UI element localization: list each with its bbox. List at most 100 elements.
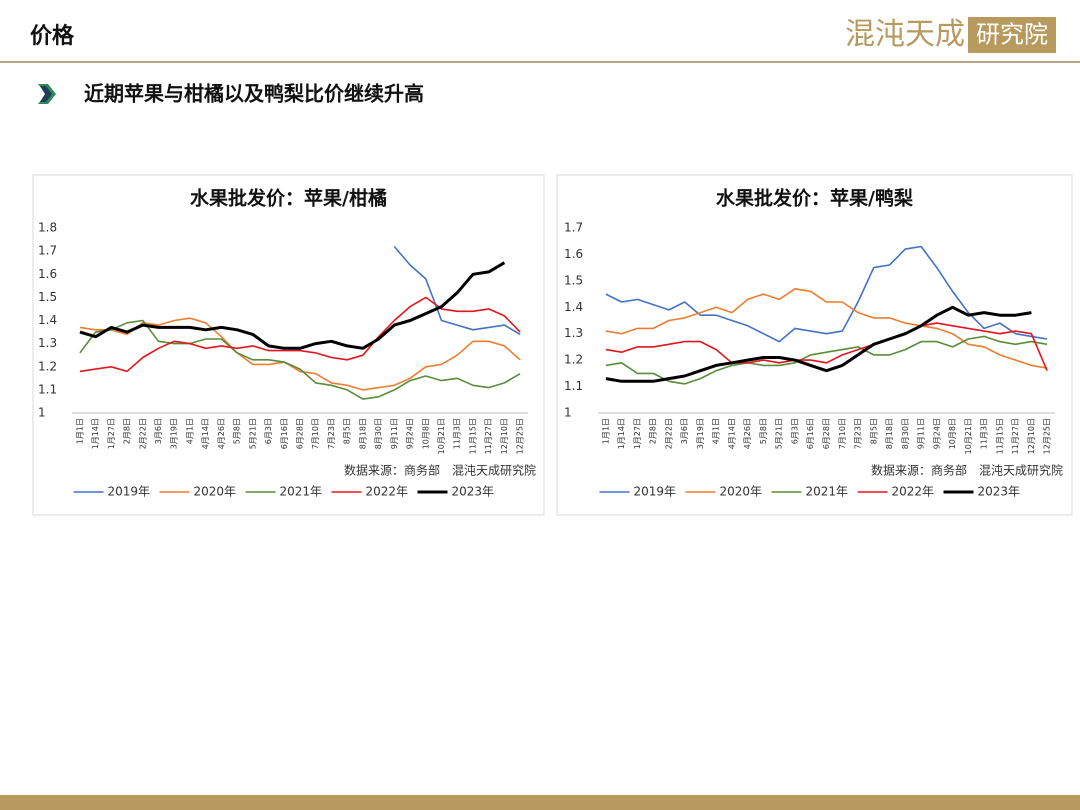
series-line [79,317,521,391]
logo-box-text: 研究院 [976,21,1048,49]
series-line [79,319,521,400]
x-tick-label: 11月15日 [468,418,477,454]
y-tick-label: 1.7 [38,244,57,258]
x-tick-label: 11月3日 [453,418,462,449]
series-line [79,296,521,373]
x-tick-label: 12月10日 [500,418,509,454]
x-tick-label: 7月23日 [854,418,863,449]
y-tick-label: 1.1 [564,379,583,393]
x-tick-label: 6月16日 [806,418,815,449]
x-tick-label: 12月10日 [1027,418,1036,454]
y-tick-label: 1.7 [564,221,583,235]
legend-label: 2023年 [978,485,1021,499]
logo-box [968,17,1056,53]
header-title: 价格 [30,23,75,49]
x-tick-label: 4月26日 [743,418,752,449]
source-note: 数据来源：商务部 混沌天成研究院 [344,463,536,478]
x-tick-label: 12月25日 [516,418,525,454]
legend-label: 2021年 [280,485,323,499]
y-tick-label: 1.6 [38,267,57,281]
legend-label: 2020年 [720,485,763,499]
series-line [605,245,1048,343]
x-tick-label: 3月19日 [170,418,179,449]
legend-label: 2019年 [634,485,677,499]
x-tick-label: 11月15日 [995,418,1004,454]
chart-title: 水果批发价：苹果/柑橘 [190,187,387,210]
x-tick-label: 7月23日 [327,418,336,449]
x-tick-label: 11月27日 [1011,418,1020,454]
y-tick-label: 1.6 [564,247,583,261]
chart-frame [556,174,1073,516]
chart-title: 水果批发价：苹果/鸭梨 [716,187,914,210]
series-line [605,335,1048,385]
x-tick-label: 2月8日 [123,418,132,444]
bullet-icon-inner [40,86,52,102]
x-tick-label: 9月24日 [932,418,941,449]
y-tick-label: 1 [564,406,572,420]
x-tick-label: 8月18日 [885,418,894,449]
legend-label: 2022年 [892,485,935,499]
x-tick-label: 7月10日 [838,418,847,449]
y-tick-label: 1.5 [38,290,57,304]
x-tick-label: 1月14日 [617,418,626,449]
x-tick-label: 5月21日 [775,418,784,449]
x-tick-label: 2月22日 [138,418,147,449]
series-line [605,305,1032,383]
x-tick-label: 5月21日 [248,418,257,449]
y-tick-label: 1.1 [38,382,57,396]
series-line [605,322,1048,372]
x-tick-label: 6月28日 [296,418,305,449]
y-tick-label: 1.5 [564,273,583,287]
x-tick-label: 1月27日 [633,418,642,449]
legend-label: 2021年 [806,485,849,499]
y-tick-label: 1 [38,406,46,420]
x-tick-label: 8月30日 [374,418,383,449]
x-tick-label: 6月28日 [822,418,831,449]
x-tick-label: 9月11日 [390,418,399,449]
x-tick-label: 4月1日 [712,418,721,444]
x-tick-label: 10月8日 [421,418,430,449]
series-line [605,288,1048,369]
x-tick-label: 12月25日 [1043,418,1052,454]
x-tick-label: 6月16日 [280,418,289,449]
x-tick-label: 6月3日 [264,418,273,444]
x-tick-label: 8月18日 [358,418,367,449]
y-tick-label: 1.8 [38,221,57,235]
y-tick-label: 1.2 [38,359,57,373]
legend-label: 2019年 [108,485,151,499]
x-tick-label: 9月24日 [406,418,415,449]
source-note: 数据来源：商务部 混沌天成研究院 [871,463,1063,478]
x-tick-label: 10月21日 [964,418,973,454]
x-tick-label: 7月10日 [311,418,320,449]
x-tick-label: 6月3日 [790,418,799,444]
x-tick-label: 4月1日 [185,418,194,444]
series-line [393,245,521,336]
subtitle: 近期苹果与柑橘以及鸭梨比价继续升高 [84,82,424,106]
x-tick-label: 1月1日 [601,418,610,444]
x-tick-label: 11月3日 [980,418,989,449]
y-tick-label: 1.3 [38,336,57,350]
chart-frame [32,174,545,516]
x-tick-label: 2月8日 [649,418,658,444]
x-tick-label: 3月6日 [154,418,163,444]
x-tick-label: 4月14日 [201,418,210,449]
y-tick-label: 1.2 [564,353,583,367]
x-tick-label: 8月30日 [901,418,910,449]
x-tick-label: 4月26日 [217,418,226,449]
x-tick-label: 8月5日 [343,418,352,444]
x-tick-label: 5月8日 [759,418,768,444]
series-line [79,261,506,350]
y-tick-label: 1.3 [564,326,583,340]
x-tick-label: 1月14日 [91,418,100,449]
y-tick-label: 1.4 [38,313,57,327]
x-tick-label: 11月27日 [484,418,493,454]
x-tick-label: 10月8日 [948,418,957,449]
logo-text: 混沌天成 [845,17,965,52]
x-tick-label: 3月19日 [696,418,705,449]
legend-label: 2020年 [194,485,237,499]
x-tick-label: 8月5日 [869,418,878,444]
x-tick-label: 9月11日 [917,418,926,449]
legend-label: 2023年 [452,485,495,499]
legend-label: 2022年 [366,485,409,499]
